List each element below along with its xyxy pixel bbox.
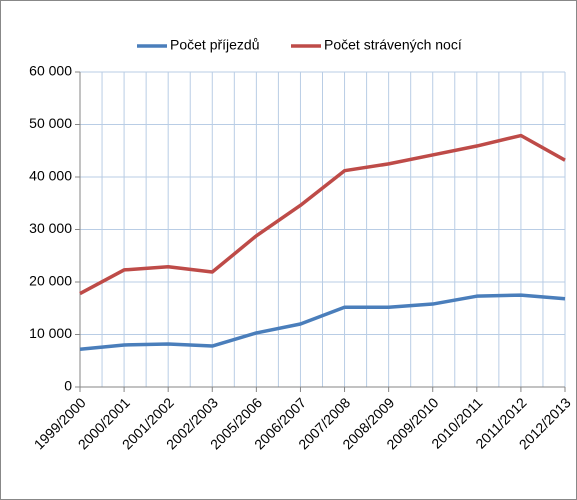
y-tick-label: 10 000 — [29, 325, 72, 341]
y-tick-label: 40 000 — [29, 168, 72, 184]
y-tick-label: 20 000 — [29, 273, 72, 289]
y-tick-label: 30 000 — [29, 220, 72, 236]
y-tick-label: 60 000 — [29, 63, 72, 79]
legend-label: Počet příjezdů — [170, 37, 260, 53]
data-line — [79, 293, 566, 351]
y-tick-label: 50 000 — [29, 115, 72, 131]
data-line — [79, 133, 566, 296]
y-tick-label: 0 — [64, 378, 72, 394]
legend-label: Počet strávených nocí — [324, 37, 462, 53]
